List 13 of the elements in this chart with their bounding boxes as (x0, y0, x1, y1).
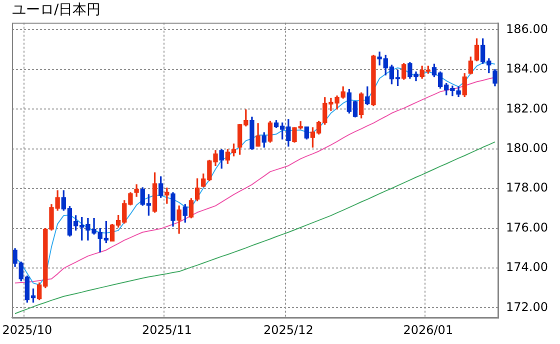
chart-title: ユーロ/日本円 (12, 2, 101, 18)
y-tick-label: 172.00 (506, 300, 548, 314)
y-tick-label: 182.00 (506, 101, 548, 116)
y-tick-label: 184.00 (506, 62, 548, 76)
y-tick-label: 178.00 (506, 180, 548, 195)
y-tick-label: 176.00 (506, 220, 548, 234)
x-tick-label: 2025/11 (142, 322, 192, 337)
y-tick-label: 174.00 (506, 260, 548, 274)
y-tick-label: 186.00 (506, 22, 548, 36)
x-tick-label: 2025/10 (2, 322, 52, 337)
x-tick-label: 2026/01 (403, 322, 454, 337)
y-tick-label: 180.00 (506, 140, 548, 155)
x-tick-label: 2025/12 (263, 322, 314, 337)
